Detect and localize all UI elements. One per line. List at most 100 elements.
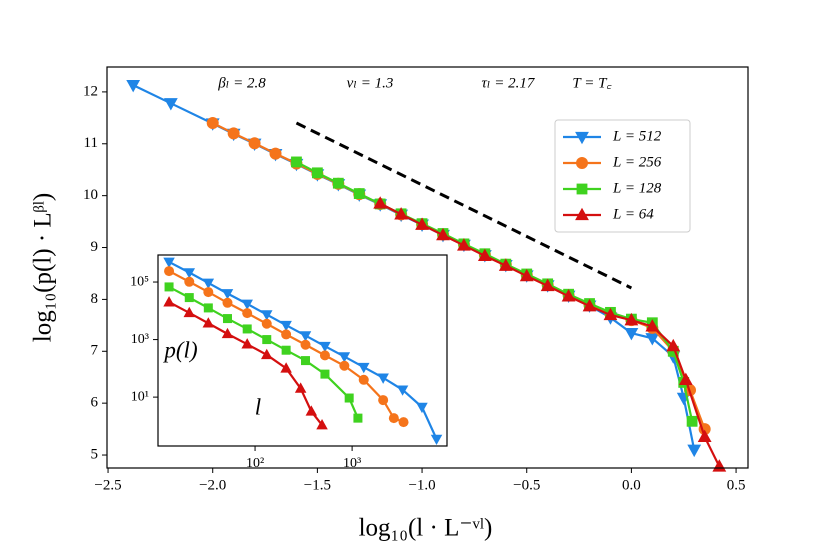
annotation: T = T꜀ [572,75,612,91]
y-axis-label: log₁₀(p(l) · Lᵝˡ) [30,193,57,342]
marker [262,335,272,345]
marker [203,303,213,313]
marker [576,183,588,195]
annotation: τₗ = 2.17 [482,75,536,91]
marker [697,429,712,443]
marker [221,289,234,300]
reference-line [295,121,633,290]
legend-label: L = 64 [612,206,654,222]
legend-label: L = 128 [612,180,662,196]
marker [242,324,252,334]
marker [357,362,370,374]
x-tick-label: −0.5 [513,477,540,493]
marker [319,350,330,361]
y-tick-label: 6 [91,395,99,411]
marker [339,360,350,371]
x-tick-label: −1.0 [408,477,435,493]
x-tick-label: −2.5 [94,477,121,493]
y-tick-label: 7 [91,343,99,359]
marker [416,402,428,414]
marker [281,329,292,340]
marker [261,318,272,329]
marker [206,117,219,130]
marker [398,417,409,428]
marker [377,373,389,384]
inset-y-label: p(l) [162,337,197,362]
x-tick-label: 0.5 [727,477,746,493]
marker [603,307,618,321]
legend-label: L = 512 [612,128,662,144]
marker [280,362,292,373]
marker [319,341,331,353]
marker [294,382,307,393]
y-tick-label: 12 [83,83,98,99]
marker [338,352,351,363]
marker [415,217,429,230]
marker [477,248,492,262]
axes-frame [106,66,749,469]
marker [396,385,409,396]
marker [582,298,597,312]
marker [261,310,273,321]
x-tick-label: 10³ [343,456,361,471]
annotation: βₗ = 2.8 [217,75,266,91]
marker [540,278,555,292]
marker [666,338,681,352]
y-tick-label: 10 [83,187,98,203]
marker [687,444,702,458]
marker [163,257,175,268]
marker [222,297,233,308]
marker [344,393,354,403]
marker [353,413,363,423]
marker [202,317,215,328]
marker [242,308,253,319]
marker [280,320,292,332]
y-tick-label: 8 [91,291,99,307]
marker [394,207,409,220]
marker [126,79,141,93]
marker [301,356,311,366]
marker [332,177,344,189]
marker [248,137,261,150]
marker [624,327,639,341]
annotation: vₗ = 1.3 [347,75,394,91]
marker [519,268,534,282]
marker [305,405,318,416]
marker [300,339,311,350]
marker [203,287,214,298]
marker [498,258,513,271]
marker [430,434,443,446]
marker [261,348,273,360]
marker [678,372,693,385]
marker [576,157,588,169]
marker [457,238,471,251]
legend-label: L = 256 [612,154,662,170]
marker [281,345,291,355]
x-tick-label: 10² [246,456,264,471]
marker [222,314,232,324]
marker [163,98,178,111]
marker [436,227,450,241]
marker [311,167,323,179]
marker [667,345,679,357]
inset-x-label: l [255,394,261,419]
marker [645,333,660,346]
marker [163,296,175,307]
y-tick-label: 9 [91,239,99,255]
series-line [379,202,721,467]
marker [624,312,639,326]
marker [353,188,365,199]
marker [645,319,660,332]
inset-plot-area [158,255,447,446]
marker [164,282,174,292]
marker [316,419,328,430]
marker [241,299,253,310]
marker [575,207,589,221]
marker [183,306,196,318]
y-tick-label: 5 [91,446,99,462]
y-tick-label: 11 [84,135,98,151]
marker [358,374,369,385]
x-tick-label: 0.0 [622,477,641,493]
marker [241,338,253,349]
